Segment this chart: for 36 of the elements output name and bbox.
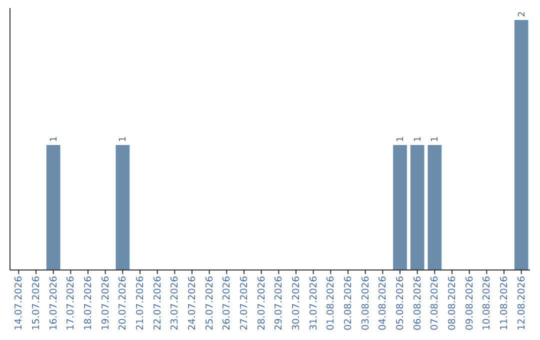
data-label: 1 [430, 136, 441, 142]
x-tick-label: 14.07.2026 [14, 276, 25, 330]
data-label: 1 [413, 136, 424, 142]
x-tick-label: 24.07.2026 [187, 276, 198, 330]
x-tick-label: 01.08.2026 [326, 276, 337, 330]
x-tick-label: 10.08.2026 [482, 276, 493, 330]
x-tick-label: 15.07.2026 [31, 276, 42, 330]
x-tick-label: 26.07.2026 [222, 276, 233, 330]
x-tick-label: 07.08.2026 [430, 276, 441, 330]
x-tick-label: 11.08.2026 [499, 276, 510, 330]
x-tick-label: 27.07.2026 [239, 276, 250, 330]
data-label: 1 [396, 136, 406, 142]
x-tick-label: 16.07.2026 [48, 276, 60, 330]
x-tick-label: 08.08.2026 [447, 276, 458, 330]
x-tick-label: 21.07.2026 [135, 276, 146, 330]
x-tick-label: 31.07.2026 [308, 276, 320, 330]
x-tick-label: 02.08.2026 [343, 276, 354, 330]
data-label: 1 [49, 136, 60, 142]
x-tick-label: 12.08.2026 [516, 276, 528, 330]
data-label: 2 [517, 11, 528, 17]
x-tick-label: 25.07.2026 [204, 276, 216, 330]
x-tick-label: 03.08.2026 [360, 276, 372, 330]
x-tick-label: 28.07.2026 [256, 276, 268, 330]
x-tick-label: 05.08.2026 [395, 276, 406, 330]
x-tick-label: 09.08.2026 [464, 276, 476, 330]
x-tick-label: 20.07.2026 [118, 276, 129, 330]
data-label: 1 [118, 136, 129, 142]
x-tick-label: 22.07.2026 [152, 276, 164, 330]
x-tick-label: 30.07.2026 [291, 276, 302, 330]
x-tick-label: 06.08.2026 [412, 276, 424, 330]
x-tick-label: 29.07.2026 [274, 276, 285, 330]
x-tick-label: 19.07.2026 [100, 276, 112, 330]
x-tick-label: 04.08.2026 [378, 276, 389, 330]
x-tick-label: 17.07.2026 [66, 276, 77, 330]
x-tick-label: 18.07.2026 [83, 276, 94, 330]
x-tick-label: 23.07.2026 [170, 276, 181, 330]
